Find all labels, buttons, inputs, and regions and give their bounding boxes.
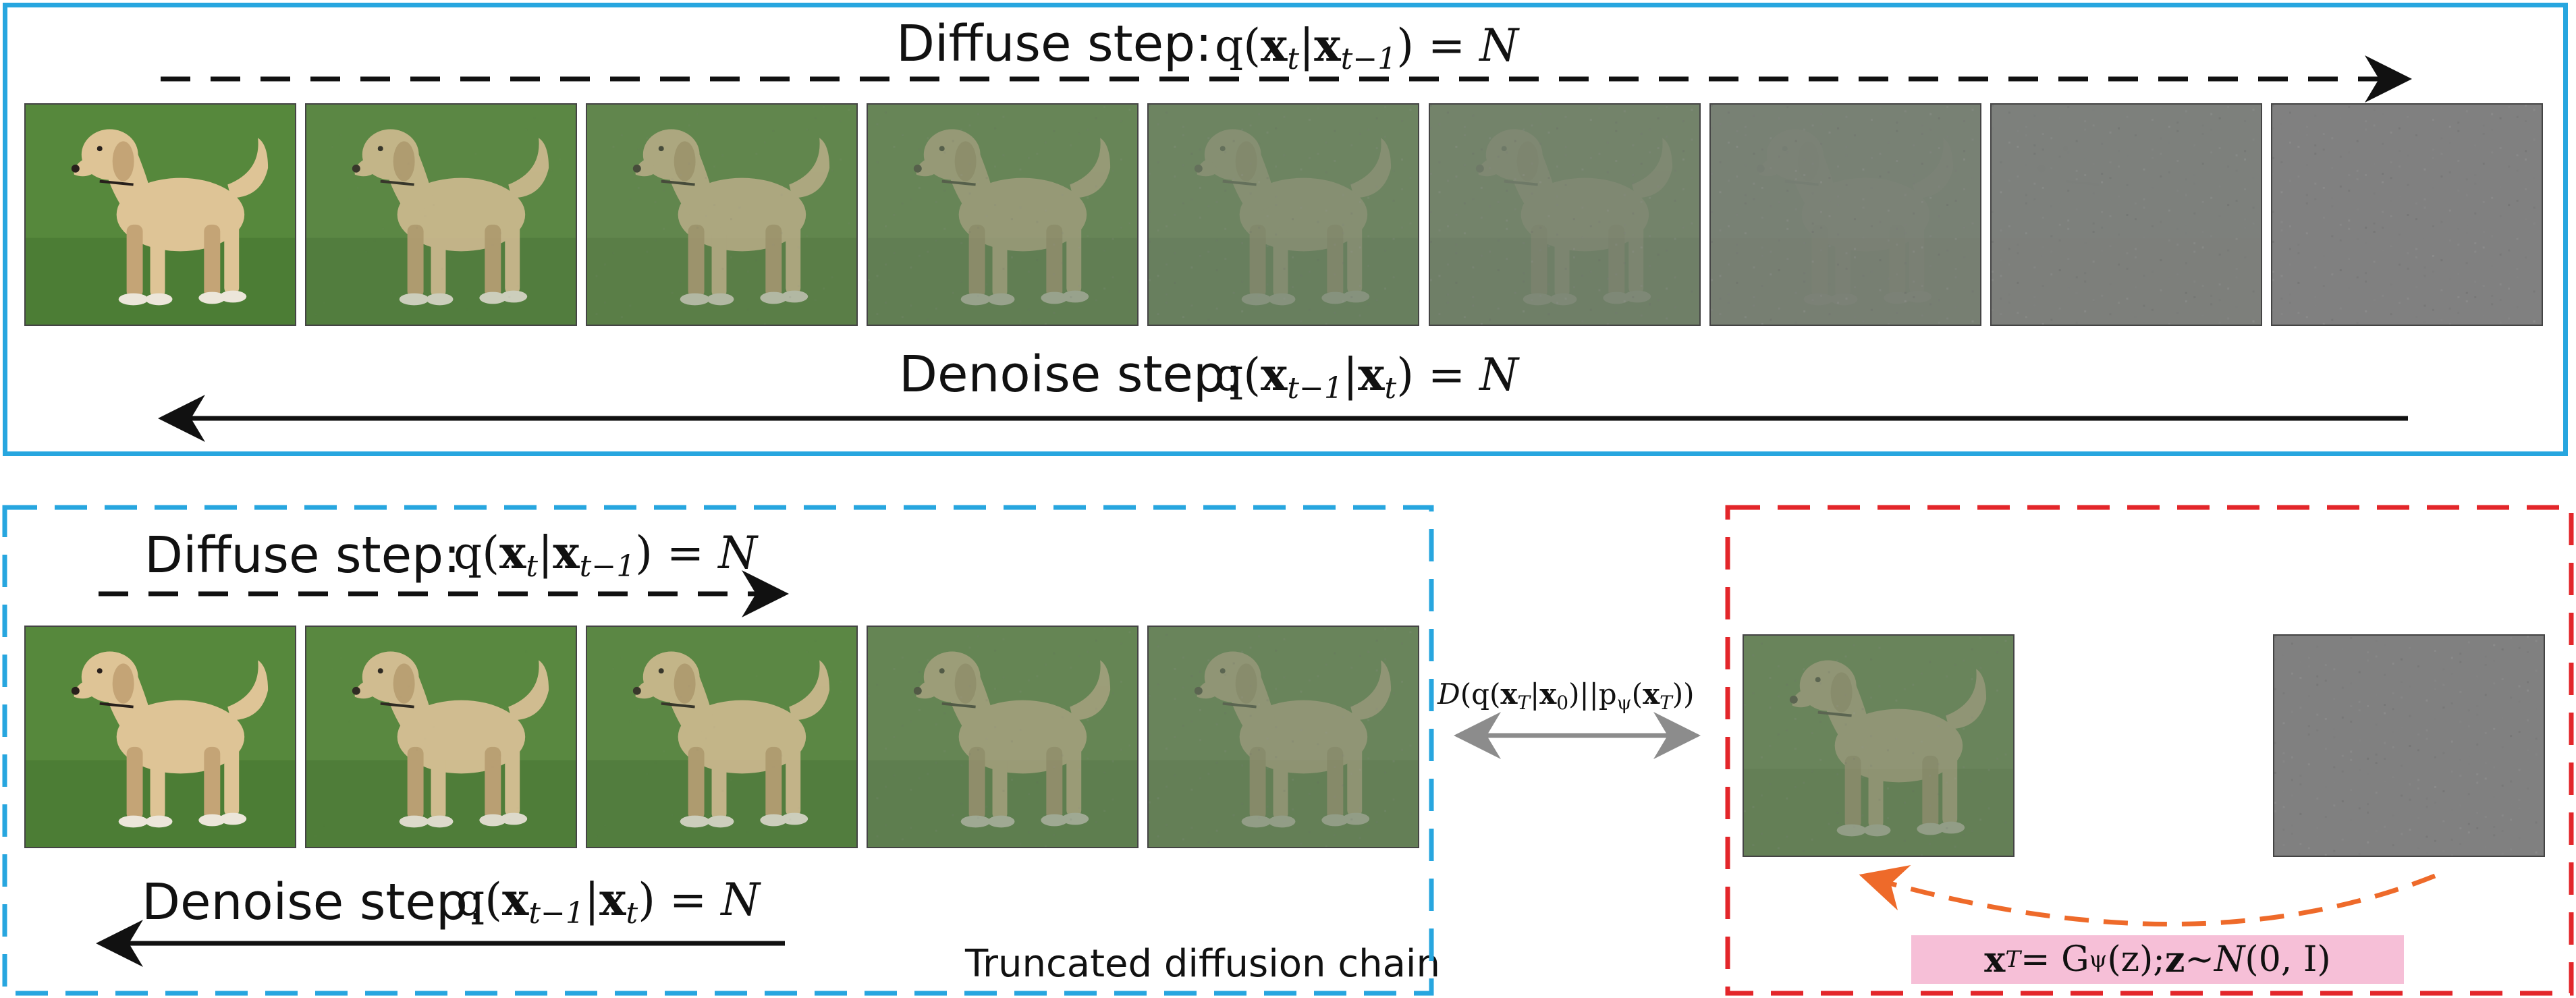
generator-arrow <box>1859 864 2436 926</box>
top-denoise-label: Denoise step: <box>899 345 1242 404</box>
bottom-diffuse-label: Diffuse step: <box>144 526 461 584</box>
divergence-label: D(q(xT|x0)||pψ(xT)) <box>1437 677 1695 714</box>
top-chain-image-8 <box>1990 103 2262 326</box>
bottom-denoise-label: Denoise step: <box>142 873 485 931</box>
truncated-chain-caption: Truncated diffusion chain <box>965 942 1440 986</box>
truncated-chain-image-3 <box>586 626 858 848</box>
truncated-chain-image-4 <box>867 626 1139 848</box>
top-chain-image-9 <box>2271 103 2543 326</box>
top-chain-image-4 <box>867 103 1139 326</box>
top-diffuse-equation: q(xt|xt−1) = N <box>1215 19 1518 76</box>
top-chain-image-2 <box>305 103 577 326</box>
top-chain-image-3 <box>586 103 858 326</box>
full-diffusion-panel <box>3 3 2568 456</box>
top-chain-image-7 <box>1709 103 1981 326</box>
top-diffuse-label: Diffuse step: <box>896 15 1213 73</box>
bottom-diffuse-equation: q(xt|xt−1) = N <box>454 526 757 584</box>
truncated-chain-image-5 <box>1147 626 1419 848</box>
generator-image-2 <box>2273 634 2545 857</box>
top-chain-image-5 <box>1147 103 1419 326</box>
top-chain-image-1 <box>24 103 296 326</box>
truncated-chain-image-2 <box>305 626 577 848</box>
truncated-chain-image-1 <box>24 626 296 848</box>
generator-image-1 <box>1743 634 2015 857</box>
top-chain-image-6 <box>1429 103 1701 326</box>
top-denoise-equation: q(xt−1|xt) = N <box>1215 348 1518 406</box>
bottom-denoise-equation: q(xt−1|xt) = N <box>456 873 760 931</box>
